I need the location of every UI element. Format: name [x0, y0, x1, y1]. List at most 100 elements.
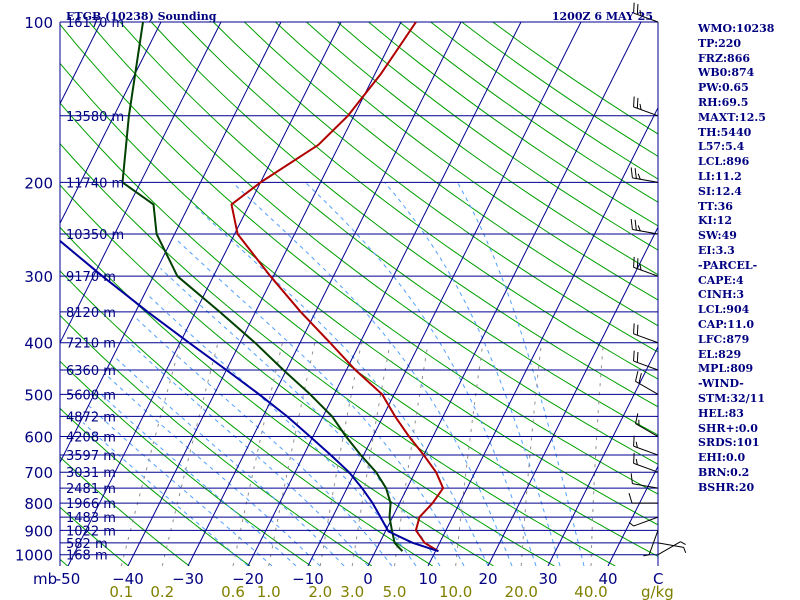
- dry-adiabat-line: [60, 270, 433, 566]
- temperature-tick-label: −10: [292, 570, 324, 588]
- isotherm-line: [0, 22, 41, 566]
- wind-barb-flag: [634, 168, 637, 179]
- temperature-tick-label: 40: [598, 570, 617, 588]
- wind-barb-flag: [630, 219, 633, 230]
- dry-adiabat-line: [212, 22, 658, 353]
- wind-barb-flag: [634, 371, 639, 382]
- dry-adiabat-line: [60, 506, 129, 566]
- isotherm-line: [60, 22, 222, 344]
- index-row: SI:12.4: [698, 184, 742, 198]
- index-row: WB0:874: [698, 66, 755, 80]
- index-row: EI:3.3: [698, 243, 735, 257]
- wind-barb: [633, 256, 659, 277]
- wind-barb-flag: [638, 373, 642, 384]
- wind-barb-flag: [628, 521, 634, 527]
- pressure-tick-label: 100: [24, 14, 53, 32]
- wind-barb-flag: [633, 435, 635, 447]
- dry-adiabat-line: [60, 62, 658, 526]
- wind-barb-flag: [680, 541, 686, 545]
- mixing-ratio-tick-label: 0.1: [109, 583, 133, 600]
- wind-barb-staff: [635, 380, 659, 395]
- wind-barb-flag: [630, 473, 633, 484]
- temperature-curve: [230, 22, 445, 553]
- wind-barb-flag: [634, 413, 639, 424]
- dry-adiabat-line: [60, 456, 190, 566]
- temperature-tick-label: -50: [56, 570, 81, 588]
- temperature-tick-label: −30: [172, 570, 204, 588]
- dry-adiabat-line: [244, 22, 658, 327]
- wind-barb-flag: [633, 323, 635, 334]
- wind-barb-staff: [633, 333, 659, 344]
- mixing-ratio-tick-label: 2.0: [308, 583, 332, 600]
- temperature-tick-label: 0: [363, 570, 373, 588]
- isotherm-line: [607, 465, 658, 566]
- mixing-ratio-tick-label: 10.0: [439, 583, 472, 600]
- temperature-tick-label: 20: [478, 570, 497, 588]
- wind-barbs: [628, 2, 687, 557]
- height-label: 168 m: [66, 549, 108, 564]
- index-row: TP:220: [698, 36, 742, 50]
- wind-barb-flag: [633, 96, 635, 107]
- pressure-tick-label: 500: [24, 386, 53, 404]
- moist-adiabat-line: [232, 182, 513, 566]
- chart-title: ETGB (10238) Sounding: [66, 10, 217, 23]
- wind-barb: [630, 219, 659, 235]
- wind-barb-staff: [648, 530, 659, 555]
- index-row: LFC:879: [698, 332, 750, 346]
- height-label: 9170 m: [66, 270, 116, 285]
- isotherm-line: [547, 345, 658, 566]
- wind-barb: [628, 492, 658, 504]
- isotherm-line: [487, 226, 658, 566]
- index-row: EHI:0.0: [698, 451, 746, 465]
- dry-adiabat-line: [60, 360, 312, 566]
- wind-barb-flag: [630, 167, 633, 178]
- height-label: 13580 m: [66, 110, 124, 125]
- index-row: KI:12: [698, 214, 733, 228]
- pressure-tick-label: 200: [24, 174, 53, 192]
- wind-barb-staff: [657, 541, 681, 556]
- moist-adiabat-line: [457, 182, 585, 566]
- background-grid: [0, 22, 658, 566]
- wind-barb-staff: [632, 228, 659, 235]
- dry-adiabat-line: [150, 22, 658, 408]
- wind-barb-staff: [633, 12, 659, 23]
- mixing-ratio-tick-label: 20.0: [505, 583, 538, 600]
- index-row: BRN:0.2: [698, 465, 750, 479]
- height-label: 1022 m: [66, 524, 116, 539]
- wind-barb-flag: [633, 2, 635, 14]
- wind-barb-staff: [633, 266, 659, 277]
- pressure-tick-label: 700: [24, 464, 53, 482]
- mixing-ratio-tick-label: 40.0: [574, 583, 607, 600]
- wind-barb-staff: [657, 542, 684, 548]
- wind-barb-staff: [633, 360, 659, 371]
- index-row: STM:32/11: [698, 391, 765, 405]
- wind-barb: [630, 167, 659, 183]
- wind-barb-flag: [683, 547, 687, 553]
- sounding-curves: [60, 22, 445, 553]
- dry-adiabat-line: [60, 558, 68, 566]
- wind-barb-staff: [633, 106, 659, 117]
- mixing-ratio-tick-label: 5.0: [383, 583, 407, 600]
- pressure-tick-label: 300: [24, 268, 53, 286]
- height-label: 5600 m: [66, 388, 116, 403]
- pressure-tick-label: 600: [24, 429, 53, 447]
- wind-barb-staff: [632, 483, 659, 489]
- height-label: 7210 m: [66, 337, 116, 352]
- moist-adiabat-line: [98, 391, 297, 566]
- pressure-unit-label: mb: [33, 570, 57, 588]
- temperature-tick-label: 10: [418, 570, 437, 588]
- index-row: EL:829: [698, 347, 742, 361]
- height-label: 6360 m: [66, 364, 116, 379]
- moist-adiabat-line: [305, 182, 537, 566]
- index-row: SRDS:101: [698, 436, 760, 450]
- temperature-tick-label: 30: [538, 570, 557, 588]
- parcel-curve: [60, 239, 439, 553]
- wind-barb-staff: [635, 423, 659, 437]
- dry-adiabat-line: [306, 22, 658, 276]
- height-label: 1483 m: [66, 511, 116, 526]
- index-row: SW:49: [698, 229, 737, 243]
- mixing-ratio-line: [232, 342, 283, 566]
- wind-barb-flag: [636, 324, 639, 336]
- dry-adiabat-line: [60, 226, 494, 566]
- wind-barb: [643, 530, 659, 557]
